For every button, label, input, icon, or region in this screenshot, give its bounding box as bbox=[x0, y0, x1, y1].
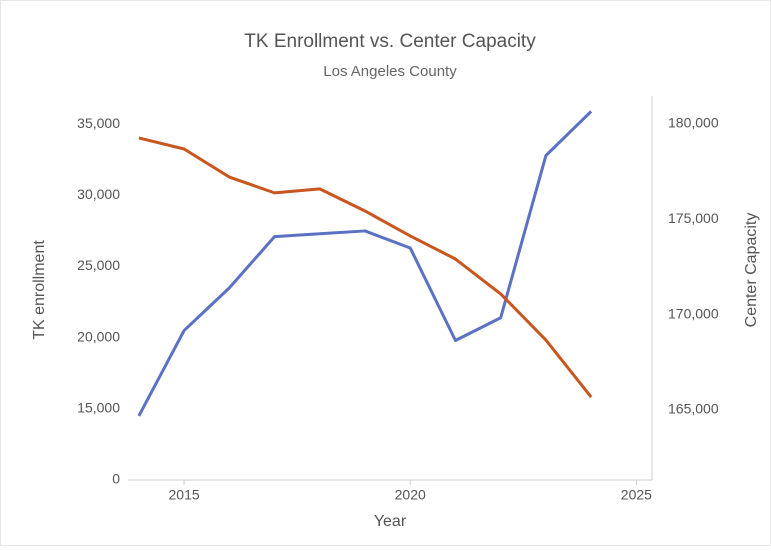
x-axis-label: Year bbox=[374, 513, 407, 530]
x-tick-label: 2015 bbox=[169, 487, 200, 503]
y-tick-label: 0 bbox=[112, 471, 120, 487]
y-tick-label: 15,000 bbox=[77, 400, 120, 416]
y-tick-label: 35,000 bbox=[77, 115, 120, 131]
y2-tick-label: 175,000 bbox=[668, 210, 719, 226]
y-tick-label: 30,000 bbox=[77, 186, 120, 202]
chart-subtitle: Los Angeles County bbox=[323, 63, 457, 80]
y2-axis-label: Center Capacity bbox=[743, 213, 760, 328]
x-tick-label: 2020 bbox=[395, 487, 426, 503]
y2-tick-label: 170,000 bbox=[668, 305, 719, 321]
y-axis-label: TK enrollment bbox=[31, 240, 48, 340]
series-line bbox=[138, 136, 593, 398]
chart-title: TK Enrollment vs. Center Capacity bbox=[244, 31, 536, 52]
series-line bbox=[137, 110, 593, 417]
y2-tick-label: 165,000 bbox=[668, 401, 719, 417]
x-tick-label: 2025 bbox=[621, 487, 652, 503]
y-tick-label: 20,000 bbox=[77, 328, 120, 344]
y-tick-label: 25,000 bbox=[77, 257, 120, 273]
y2-tick-label: 180,000 bbox=[668, 115, 719, 131]
